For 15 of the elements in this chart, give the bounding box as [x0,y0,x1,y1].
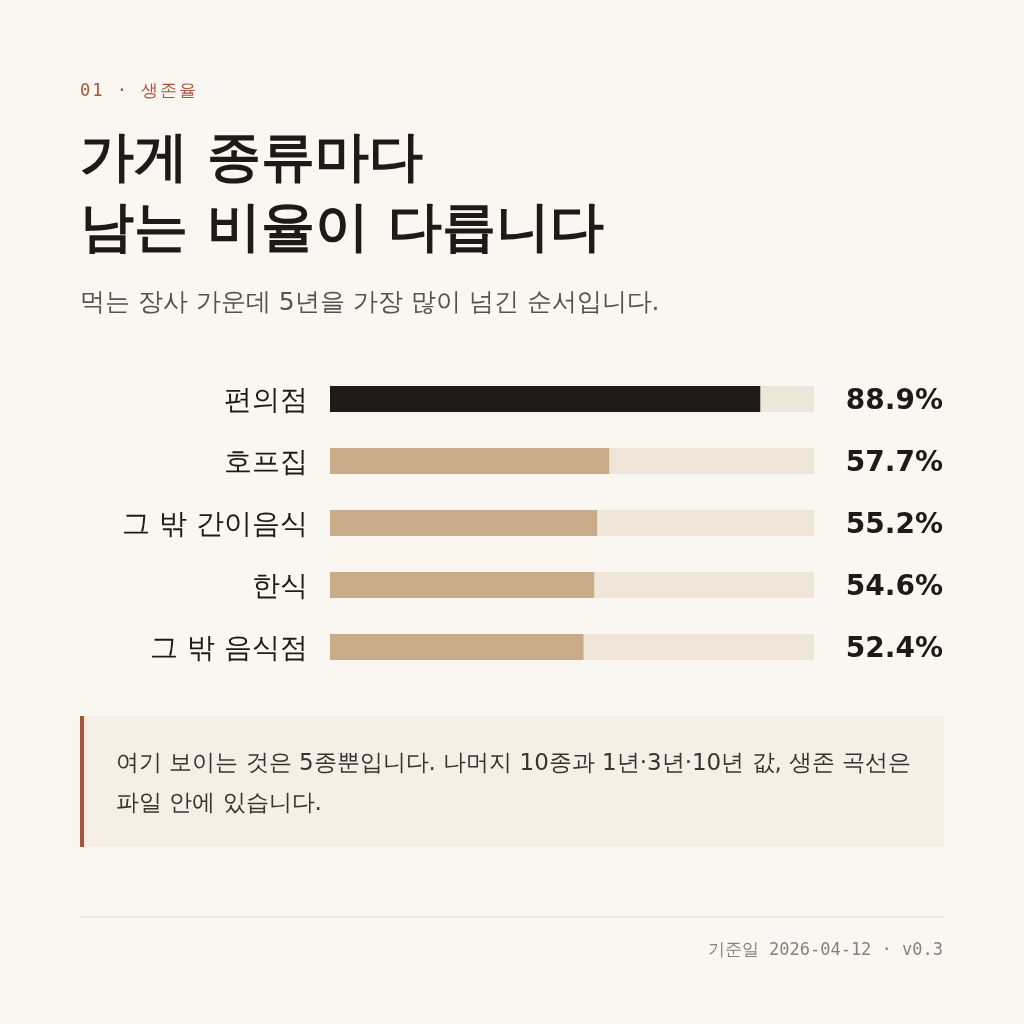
text: 기준일 2026-04-12 · v0.3 [707,939,943,959]
data-label: 57.7% [845,444,943,478]
y-tick-label: 그 밖 간이음식 [122,506,308,540]
y-tick-label: 편의점 [224,382,308,416]
data-label: 88.9% [845,382,943,416]
chart-title: 가게 종류마다 남는 비율이 다릅니다 [80,125,604,258]
data-label: 54.6% [845,568,943,602]
text: 여기 보이는 것은 5종뿐입니다. 나머지 10종과 1년·3년·10년 값, 생존 곡선은 파일 안에 있습니다. [116,749,912,815]
data-label: 52.4% [845,630,943,664]
y-tick-label: 그 밖 음식점 [150,630,308,664]
text: 01 · 생존율 [80,80,199,100]
y-tick-label: 한식 [252,568,308,602]
data-label: 55.2% [845,506,943,540]
chart-subtitle: 먹는 장사 가운데 5년을 가장 많이 넘긴 순서입니다. [80,287,660,316]
y-tick-label: 호프집 [224,444,308,478]
